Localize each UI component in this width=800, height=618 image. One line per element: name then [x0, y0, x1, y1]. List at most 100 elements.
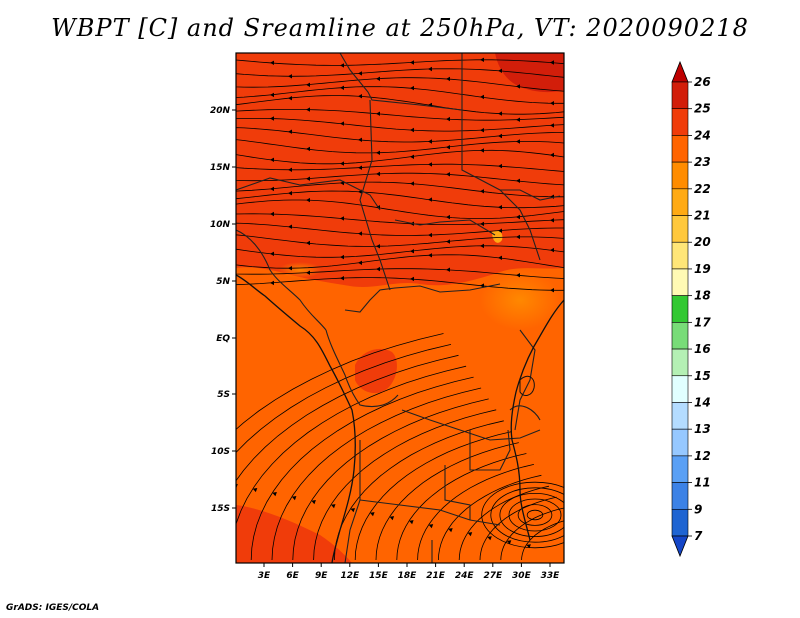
field-north-band [236, 53, 564, 287]
streamline [271, 387, 482, 561]
streamline-arrow [306, 197, 310, 203]
streamline-arrow [306, 107, 310, 112]
country-border [359, 499, 501, 526]
lat-tick-label: 15S [211, 504, 230, 514]
lon-tick-label: 3E [258, 571, 271, 581]
field-darkest-corner [495, 53, 564, 93]
colorbar-label: 17 [694, 315, 711, 329]
streamline-arrow [288, 74, 292, 79]
streamline-arrow [480, 221, 484, 227]
streamline-arrow [270, 92, 274, 98]
streamline-arrow [428, 232, 432, 238]
colorbar-label: 20 [694, 235, 711, 249]
streamline-arrow [306, 240, 310, 246]
lat-tick-label: 10S [211, 447, 230, 457]
streamline-arrow [340, 216, 344, 221]
chart-title: WBPT [C] and Sreamline at 250hPa, VT: 20… [51, 14, 749, 42]
streamline-arrow [358, 94, 362, 99]
streamline-arrow [498, 228, 502, 233]
streamline-arrow [376, 111, 380, 116]
streamline-arrow [288, 167, 292, 172]
streamline-arrow [288, 96, 292, 101]
streamline-arrow [480, 57, 484, 62]
streamline [236, 199, 564, 219]
streamline-arrow [270, 186, 274, 192]
streamline-arrow [550, 152, 554, 158]
streamline-arrow [340, 63, 344, 68]
streamline-arrow [410, 60, 414, 65]
streamline-arrow [270, 116, 274, 121]
streamline [236, 149, 564, 165]
colorbar-swatch [671, 322, 689, 350]
coastline-west [236, 274, 356, 563]
streamline-arrow [288, 224, 292, 229]
colorbar-swatch [671, 375, 689, 403]
colorbar-label: 21 [694, 209, 711, 223]
streamline-arrow [311, 500, 316, 505]
streamline-arrow [306, 270, 310, 275]
streamline-arrow [498, 205, 502, 210]
streamline-arrow [446, 145, 450, 150]
streamline-arrow [498, 133, 502, 139]
streamline-arrow [340, 161, 344, 166]
colorbar-swatch [671, 135, 689, 163]
streamline-arrow [358, 165, 362, 170]
country-border [444, 465, 471, 520]
streamline [438, 474, 542, 561]
streamline-arrow [270, 157, 274, 162]
streamline-arrow [526, 544, 531, 549]
country-border [236, 177, 301, 191]
streamline [236, 77, 564, 92]
colorbar-label: 24 [694, 128, 711, 142]
colorbar-label: 11 [694, 476, 711, 490]
streamline-arrow [291, 496, 297, 501]
streamline-arrow [446, 172, 450, 177]
streamline-arrow [506, 540, 512, 545]
coastline-east [510, 299, 564, 541]
streamline-arrow [446, 76, 450, 82]
colorbar-label: 19 [694, 262, 711, 276]
colorbar-label: 23 [694, 155, 711, 169]
streamline [292, 398, 489, 561]
country-border [299, 179, 381, 211]
streamline [236, 354, 459, 482]
lat-tick-label: 10N [210, 220, 231, 230]
longitude-axis: 3E 6E 9E 12E 15E 18E 21E 24E 27E 30E 33E [258, 563, 560, 581]
lon-tick-label: 6E [286, 571, 299, 581]
streamline-arrow [340, 254, 344, 260]
streamline-arrow [410, 276, 414, 282]
lake-outline [519, 375, 535, 396]
footer-credit: GrADS: IGES/COLA [6, 603, 100, 613]
streamline [236, 118, 564, 132]
colorbar-swatch [671, 455, 689, 483]
streamline-arrow [270, 60, 274, 65]
streamline [500, 507, 564, 561]
streamline-arrow [376, 244, 380, 249]
colorbar: 26 25 24 23 22 21 20 19 18 17 16 15 14 13 12 11 9 7 [671, 60, 711, 558]
country-border [401, 409, 541, 441]
streamline-arrow [516, 214, 520, 220]
streamline-arrow [358, 137, 362, 142]
streamline-arrow [331, 504, 336, 509]
streamline [508, 498, 562, 532]
lon-tick-label: 33E [541, 571, 561, 581]
lat-tick-label: EQ [216, 334, 230, 344]
streamline [236, 234, 564, 247]
streamline-arrow [480, 189, 484, 194]
streamline [313, 409, 497, 561]
field-southwest-band [236, 505, 352, 563]
colorbar-swatch [671, 428, 689, 457]
streamline-arrow [270, 251, 274, 256]
colorbar-label: 7 [694, 529, 703, 543]
lon-tick-label: 21E [426, 571, 446, 581]
streamline-arrow [340, 85, 344, 90]
country-border [344, 283, 501, 313]
lon-tick-label: 18E [398, 571, 418, 581]
colorbar-swatch [671, 108, 689, 136]
colorbar-label: 15 [694, 369, 711, 383]
lon-tick-label: 30E [512, 571, 532, 581]
streamline-arrow [288, 129, 292, 134]
streamline-arrow [194, 476, 199, 480]
field-light-patch [492, 230, 503, 243]
